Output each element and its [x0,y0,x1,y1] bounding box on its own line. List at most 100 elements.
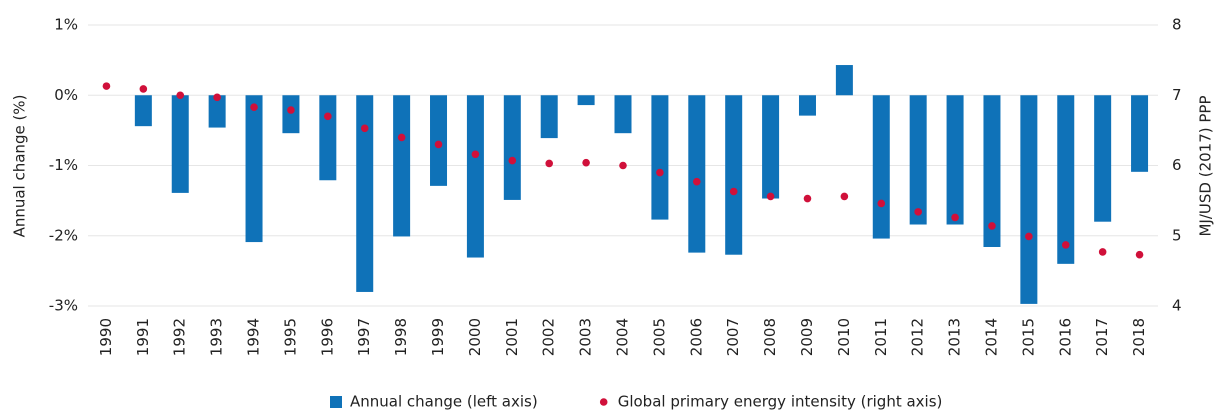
dot [1061,241,1070,249]
bar [540,95,558,139]
bar [909,95,927,225]
bar [1020,95,1038,304]
x-tick-label: 1995 [281,318,299,356]
bar [835,65,853,96]
y2-axis-label: MJ/USD (2017) PPP [1197,95,1215,236]
legend-marker [330,396,342,408]
bar [614,95,632,134]
bar [762,95,780,199]
dot [729,187,738,196]
y-tick-label: -2% [49,226,78,244]
x-tick-label: 2008 [761,318,779,356]
bar [282,95,300,134]
x-tick-label: 1999 [429,318,447,356]
bar [798,95,816,116]
dot [508,156,517,165]
bar [1131,95,1149,172]
bar [1094,95,1112,222]
y2-tick-label: 8 [1172,16,1182,34]
y2-tick-label: 6 [1172,156,1182,174]
x-tick-label: 2007 [724,318,742,356]
bar [356,95,374,292]
x-tick-label: 2003 [577,318,595,356]
x-tick-label: 2014 [982,318,1000,356]
bar [1057,95,1075,264]
legend-label: Annual change (left axis) [350,393,538,411]
bar [319,95,337,181]
dot [324,112,332,121]
dot [988,222,996,230]
y-tick-label: 1% [54,16,78,34]
dot [434,140,443,149]
x-tick-label: 2004 [614,318,632,356]
x-tick-label: 2000 [466,318,484,356]
bar [466,95,484,258]
bar [983,95,1001,247]
dot [766,192,775,201]
x-tick-label: 2017 [1093,318,1111,356]
x-tick-label: 1996 [318,318,336,356]
bar [171,95,189,193]
legend-label: Global primary energy intensity (right a… [618,393,943,411]
x-tick-label: 2013 [946,318,964,356]
dot [545,159,554,168]
bar [208,95,226,128]
x-tick-label: 2010 [835,318,853,356]
x-tick-label: 2012 [909,318,927,356]
dot [176,91,185,100]
bar [134,95,152,127]
y2-tick-label: 7 [1172,86,1182,104]
dot [1098,248,1107,256]
x-tick-label: 2006 [687,318,705,356]
bar [651,95,669,220]
x-tick-label: 2002 [540,318,558,356]
x-tick-label: 1997 [355,318,373,356]
y-tick-label: -1% [49,156,78,174]
dot [877,199,886,208]
x-tick-label: 1990 [97,318,115,356]
bar [577,95,595,106]
bar [503,95,521,200]
legend-marker [599,398,608,406]
bar [688,95,706,253]
x-tick-label: 2009 [798,318,816,356]
dot [951,213,959,222]
y-axis-label: Annual change (%) [11,95,29,238]
dot [803,194,812,203]
bar [946,95,964,225]
x-tick-label: 2001 [503,318,521,356]
bar [872,95,890,239]
x-tick-label: 2018 [1130,318,1148,356]
x-tick-label: 2015 [1019,318,1037,356]
dot [914,208,922,216]
dot [619,161,627,170]
dot [471,150,480,159]
bar [725,95,743,255]
bar [430,95,448,186]
dot [213,93,221,102]
dot [582,158,590,167]
y-tick-label: 0% [54,86,78,104]
x-tick-label: 2016 [1056,318,1074,356]
dot [102,82,111,90]
x-tick-label: 1998 [392,318,410,356]
y2-tick-label: 4 [1172,297,1182,315]
dot [1135,250,1144,259]
bar [393,95,411,237]
dot [1025,232,1033,241]
x-tick-label: 1991 [134,318,152,356]
dot [139,85,148,93]
dot [360,124,369,133]
bar [245,95,263,243]
dot [250,103,258,111]
x-tick-label: 1993 [208,318,226,356]
y2-tick-label: 5 [1172,226,1182,244]
x-tick-label: 1992 [171,318,189,356]
dot [840,192,849,201]
dot [397,133,406,142]
y-tick-label: -3% [49,297,78,315]
x-tick-label: 2011 [872,318,890,356]
dot [287,106,295,114]
x-tick-label: 2005 [650,318,668,356]
